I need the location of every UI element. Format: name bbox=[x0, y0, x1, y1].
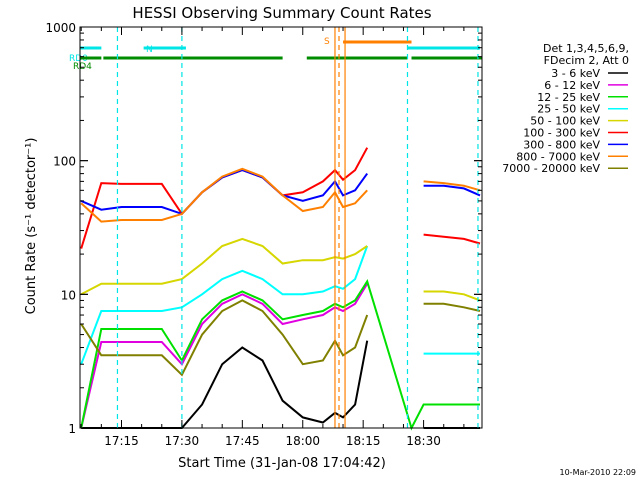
vline-layer bbox=[116, 27, 479, 428]
flag-label-n: N bbox=[146, 45, 153, 55]
series-6-12-kev bbox=[80, 283, 369, 429]
legend-label-3-6-kev: 3 - 6 keV bbox=[551, 67, 600, 80]
legend-label-6-12-kev: 6 - 12 keV bbox=[544, 79, 600, 92]
legend-label-100-300-kev: 100 - 300 keV bbox=[523, 127, 600, 140]
series-7000-20000-kev bbox=[80, 299, 481, 377]
legend-header: Det 1,3,4,5,6,9, bbox=[543, 42, 629, 55]
x-tick-label: 18:30 bbox=[406, 434, 441, 448]
x-tick-label: 17:15 bbox=[104, 434, 139, 448]
series-25-50-kev bbox=[80, 245, 480, 365]
legend-label-800-7000-kev: 800 - 7000 keV bbox=[516, 150, 600, 163]
series-300-800-kev bbox=[80, 169, 481, 216]
series-50-100-kev bbox=[80, 237, 481, 302]
plot-frame bbox=[79, 26, 483, 429]
legend-label-12-25-kev: 12 - 25 keV bbox=[537, 91, 600, 104]
y-tick-label: 1000 bbox=[45, 21, 76, 35]
flag-label-rd0: RD0 bbox=[69, 54, 88, 64]
legend: Det 1,3,4,5,6,9,FDecim 2, Att 03 - 6 keV… bbox=[502, 42, 629, 175]
legend-label-25-50-kev: 25 - 50 keV bbox=[537, 103, 600, 116]
y-tick-label: 10 bbox=[61, 288, 76, 302]
chart-title: HESSI Observing Summary Count Rates bbox=[132, 4, 431, 22]
data-layer bbox=[80, 147, 481, 431]
flag-label-s: S bbox=[324, 37, 330, 47]
axis-layer: 1 10 100 1000 17:15 17:30 17:45 18:00 18:15 18:30 bbox=[45, 21, 482, 448]
series-12-25-kev bbox=[80, 279, 480, 431]
y-tick-label: 100 bbox=[53, 155, 76, 169]
legend-label-300-800-kev: 300 - 800 keV bbox=[523, 138, 600, 151]
y-axis-label: Count Rate (s⁻¹ detector⁻¹) bbox=[24, 138, 39, 315]
footer-date: 10-Mar-2010 22:09 bbox=[560, 468, 637, 477]
x-tick-label: 18:00 bbox=[285, 434, 320, 448]
legend-header: FDecim 2, Att 0 bbox=[544, 54, 629, 67]
legend-label-50-100-kev: 50 - 100 keV bbox=[530, 115, 600, 128]
x-tick-label: 17:45 bbox=[225, 434, 260, 448]
y-tick-label: 1 bbox=[68, 422, 76, 436]
x-tick-label: 17:30 bbox=[165, 434, 200, 448]
x-axis-label: Start Time (31-Jan-08 17:04:42) bbox=[178, 456, 386, 471]
x-tick-label: 18:15 bbox=[346, 434, 381, 448]
legend-label-7000-20000-kev: 7000 - 20000 keV bbox=[502, 162, 600, 175]
series-800-7000-kev bbox=[80, 167, 481, 223]
